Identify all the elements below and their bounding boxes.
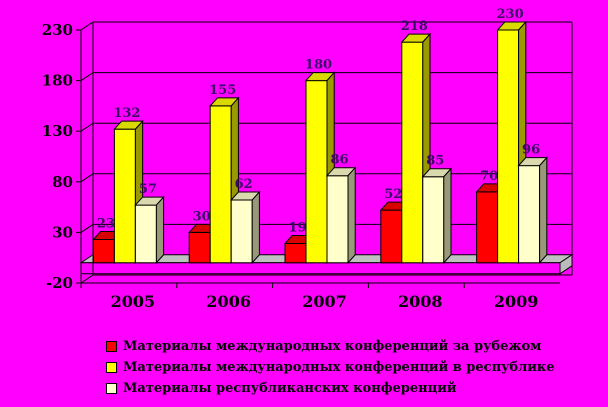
bar-2009-series-0 <box>476 191 499 264</box>
x-tick-label: 2007 <box>302 292 347 311</box>
data-label: 86 <box>330 153 348 168</box>
bars <box>92 20 548 265</box>
data-label: 85 <box>426 154 444 169</box>
axes <box>76 22 573 288</box>
y-tick-label: 230 <box>42 21 73 39</box>
data-label: 62 <box>235 177 253 192</box>
bar-2007-series-0 <box>284 243 307 264</box>
x-tick-label: 2009 <box>494 292 539 311</box>
y-tick-label: 30 <box>52 223 73 241</box>
legend-label: Материалы международных конференций за р… <box>123 339 542 354</box>
legend-swatch <box>106 341 117 352</box>
bar-2008-series-2 <box>422 176 445 264</box>
x-tick-label: 2008 <box>398 292 443 311</box>
x-tick-labels: 2005 2006 2007 2008 2009 <box>111 292 539 311</box>
legend: Материалы международных конференций за р… <box>106 336 555 399</box>
x-tick-label: 2005 <box>111 292 156 311</box>
legend-item-republic: Материалы международных конференций в ре… <box>106 357 555 378</box>
y-tick-label: 180 <box>42 72 73 90</box>
bar-2005-series-0 <box>92 238 115 264</box>
data-label: 132 <box>113 106 140 121</box>
bar-side-2005-series-2 <box>155 195 165 265</box>
legend-swatch <box>106 383 117 394</box>
floor-front <box>80 262 561 275</box>
data-label: 19 <box>288 221 306 236</box>
data-label: 30 <box>193 209 211 224</box>
data-label: 230 <box>497 7 524 22</box>
legend-item-national: Материалы республиканских конференций <box>106 378 555 399</box>
bar-2006-series-2 <box>230 199 253 264</box>
data-label: 23 <box>97 216 115 231</box>
data-label: 52 <box>384 187 402 202</box>
bar-2005-series-1 <box>113 128 136 264</box>
legend-swatch <box>106 362 117 373</box>
bar-2007-series-2 <box>326 175 349 264</box>
bar-side-2006-series-2 <box>251 190 260 265</box>
data-label: 70 <box>480 169 498 184</box>
gridline <box>80 274 572 284</box>
bar-side-2007-series-2 <box>347 166 356 265</box>
bar-2009-series-2 <box>518 165 541 264</box>
x-tick-label: 2006 <box>206 292 251 311</box>
y-tick-labels: -20 30 80 130 180 230 <box>42 21 73 292</box>
bar-2006-series-1 <box>209 105 232 264</box>
bar-2009-series-1 <box>497 29 520 264</box>
y-tick-label: -20 <box>46 274 73 292</box>
data-label: 180 <box>305 58 332 73</box>
bar-2005-series-2 <box>134 204 157 264</box>
data-label: 57 <box>139 182 157 197</box>
data-label: 218 <box>401 19 428 34</box>
bar-2008-series-0 <box>380 209 403 264</box>
y-tick-label: 80 <box>52 173 73 191</box>
bar-2008-series-1 <box>401 41 424 264</box>
data-labels: 23 132 57 30 155 62 19 180 86 52 218 85 70 230 96 <box>97 7 540 236</box>
data-label: 96 <box>522 143 540 158</box>
bar-side-2009-series-2 <box>539 156 548 265</box>
legend-label: Материалы республиканских конференций <box>123 381 457 396</box>
bar-2007-series-1 <box>305 80 328 264</box>
data-label: 155 <box>209 83 236 98</box>
legend-label: Материалы международных конференций в ре… <box>123 360 555 375</box>
bar-side-2008-series-2 <box>443 167 452 265</box>
legend-item-abroad: Материалы международных конференций за р… <box>106 336 555 357</box>
y-tick-label: 130 <box>42 122 73 140</box>
bar-2006-series-0 <box>188 231 211 264</box>
